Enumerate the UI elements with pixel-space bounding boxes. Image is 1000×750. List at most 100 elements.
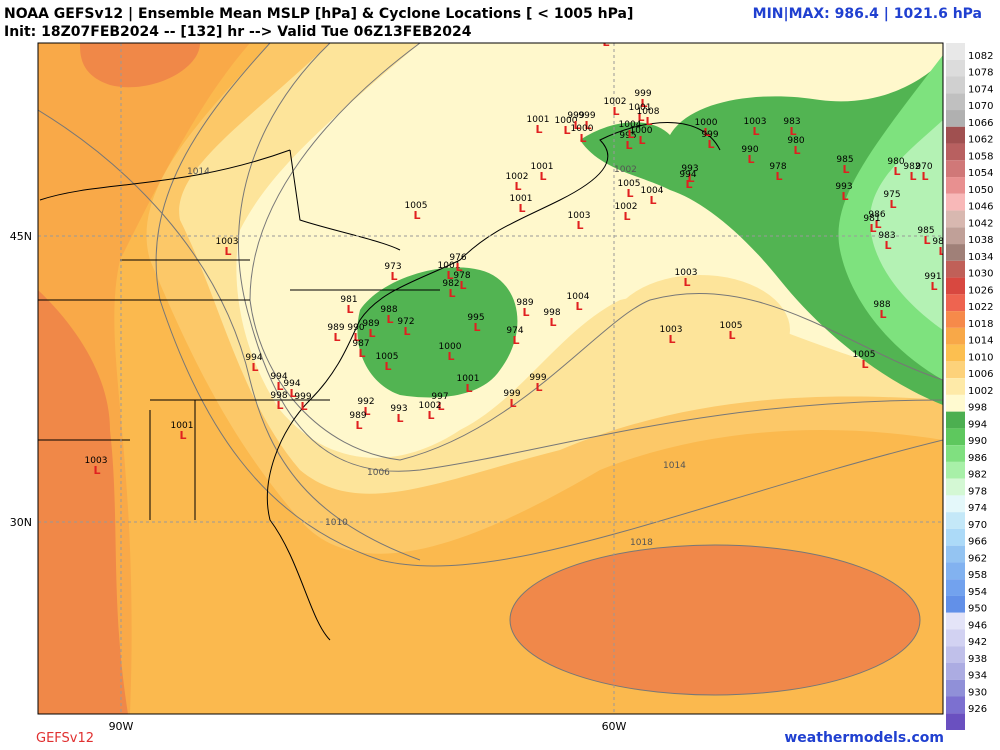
colorbar-label: 990 (968, 436, 987, 447)
cyclone-pressure: 972 (397, 317, 414, 327)
cyclone-symbol: L (512, 334, 519, 347)
cyclone-pressure: 994 (270, 372, 287, 382)
cyclone-pressure: 973 (384, 262, 401, 272)
cyclone-pressure: 994 (283, 379, 300, 389)
cyclone-pressure: 1001 (629, 103, 652, 113)
cyclone-pressure: 999 (634, 89, 651, 99)
cyclone-symbol: L (459, 279, 466, 292)
cyclone-symbol: L (909, 170, 916, 183)
cyclone-symbol: L (455, 261, 462, 274)
cyclone-pressure: 1005 (405, 201, 428, 211)
cyclone-pressure: 990 (347, 323, 364, 333)
cyclone-symbol: L (396, 412, 403, 425)
cyclone-pressure: 986 (868, 210, 885, 220)
cyclone-pressure: 975 (883, 190, 900, 200)
cyclone-symbol: L (514, 180, 521, 193)
contour-label: 1014 (187, 167, 210, 177)
cyclone-pressure: 1008 (637, 107, 660, 117)
cyclone-pressure: 989 (349, 411, 366, 421)
cyclone-pressure: 993 (835, 182, 852, 192)
colorbar-label: 950 (968, 604, 987, 615)
cyclone-symbol: L (637, 111, 644, 124)
colorbar-label: 942 (968, 637, 987, 648)
cyclone-pressure: 1003 (675, 268, 698, 278)
colorbar-swatch (946, 76, 965, 94)
cyclone-pressure: 987 (352, 339, 369, 349)
cyclone-symbol: L (251, 361, 258, 374)
colorbar-label: 1066 (968, 118, 993, 129)
cyclone-symbol: L (638, 134, 645, 147)
cyclone-pressure: 999 (701, 130, 718, 140)
cyclone-pressure: 982 (442, 279, 459, 289)
cyclone-symbol: L (447, 350, 454, 363)
colorbar-label: 966 (968, 537, 987, 548)
cyclone-pressure: 999 (503, 389, 520, 399)
cyclone-symbol: L (403, 325, 410, 338)
cyclone-symbol: L (884, 239, 891, 252)
cyclone-pressure: 1004 (619, 120, 642, 130)
cyclone-pressure: 995 (619, 131, 636, 141)
colorbar-label: 1082 (968, 51, 993, 62)
colorbar-swatch (946, 646, 965, 663)
cyclone-pressure: 999 (578, 111, 595, 121)
cyclone-symbol: L (683, 276, 690, 289)
colorbar-swatch (946, 361, 965, 379)
cyclone-symbol: L (775, 170, 782, 183)
colorbar-label: 1058 (968, 151, 993, 162)
colorbar-swatch (946, 629, 965, 647)
cyclone-pressure: 1004 (567, 292, 590, 302)
cyclone-pressure: 976 (449, 253, 466, 263)
cyclone-symbol: L (333, 331, 340, 344)
colorbar-label: 1042 (968, 218, 993, 229)
cyclone-symbol: L (889, 198, 896, 211)
colorbar-label: 998 (968, 403, 987, 414)
cyclone-pressure: 992 (357, 397, 374, 407)
colorbar-swatch (946, 59, 965, 77)
cyclone-symbol: L (703, 126, 710, 139)
cyclone-symbol: L (879, 308, 886, 321)
cyclone-symbol: L (437, 400, 444, 413)
cyclone-symbol: L (747, 153, 754, 166)
cyclone-pressure: 1005 (376, 352, 399, 362)
cyclone-symbol: L (685, 178, 692, 191)
cyclone-symbol: L (707, 138, 714, 151)
colorbar-swatch (946, 461, 965, 479)
cyclone-symbol: L (353, 331, 360, 344)
cyclone-symbol: L (355, 419, 362, 432)
cyclone-symbol: L (518, 202, 525, 215)
cyclone-pressure: 1001 (531, 162, 554, 172)
cyclone-pressure: 1001 (527, 115, 550, 125)
colorbar-swatch (946, 244, 965, 261)
colorbar-swatch (946, 160, 965, 178)
cyclone-symbol: L (584, 119, 591, 132)
colorbar-label: 970 (968, 520, 987, 531)
cyclone-symbol: L (923, 234, 930, 247)
colorbar-label: 1002 (968, 386, 993, 397)
colorbar-swatch (946, 713, 965, 730)
cyclone-pressure: 1002 (594, 28, 617, 38)
colorbar-label: 986 (968, 453, 987, 464)
colorbar-swatch (946, 93, 965, 111)
cyclone-symbol: L (623, 210, 630, 223)
lon-label: 90W (109, 720, 134, 733)
colorbar-swatch (946, 210, 965, 228)
site-label: weathermodels.com (784, 730, 944, 746)
colorbar-swatch (946, 595, 965, 613)
contour-label: 1002 (614, 165, 637, 175)
cyclone-pressure: 1005 (853, 350, 876, 360)
colorbar-swatch (946, 378, 965, 395)
cyclone-symbol: L (368, 327, 375, 340)
cyclone-symbol: L (384, 360, 391, 373)
colorbar-label: 1014 (968, 336, 993, 347)
cyclone-pressure: 999 (567, 111, 584, 121)
cyclone-symbol: L (930, 280, 937, 293)
colorbar-swatch (946, 512, 965, 529)
colorbar-swatch (946, 696, 965, 714)
colorbar-swatch (946, 428, 965, 446)
cyclone-symbol: L (874, 218, 881, 231)
colorbar-swatch (946, 394, 965, 412)
colorbar-top (946, 43, 965, 60)
colorbar-swatch (946, 227, 965, 245)
cyclone-pressure: 974 (506, 326, 523, 336)
cyclone-symbol: L (224, 245, 231, 258)
